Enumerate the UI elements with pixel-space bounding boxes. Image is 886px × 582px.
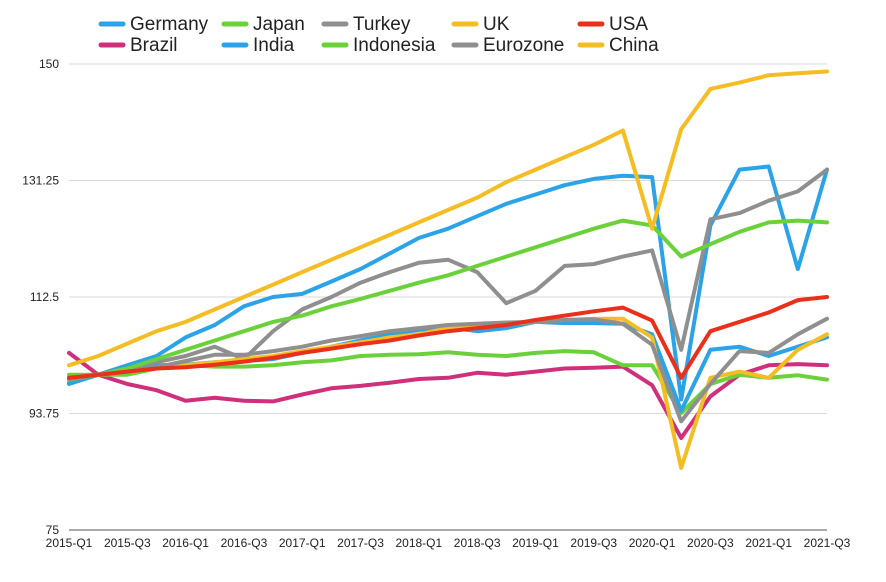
legend-label: India — [253, 35, 295, 56]
x-tick-label: 2019-Q3 — [570, 536, 617, 550]
legend-label: USA — [609, 14, 648, 35]
y-axis-tick-labels: 75 93.75 112.5 131.25 150 — [22, 57, 59, 537]
x-tick-label: 2016-Q1 — [162, 536, 209, 550]
series-line-germany — [67, 164, 829, 402]
legend-label: Japan — [253, 14, 305, 35]
x-tick-label: 2018-Q3 — [454, 536, 501, 550]
y-tick-label: 131.25 — [22, 174, 59, 188]
x-tick-label: 2015-Q3 — [104, 536, 151, 550]
x-tick-label: 2020-Q1 — [629, 536, 676, 550]
y-tick-label: 75 — [46, 523, 60, 537]
legend-item-china: China — [577, 35, 659, 56]
legend-item-brazil: Brazil — [98, 35, 178, 56]
legend-label: Germany — [130, 14, 209, 35]
series-line-eurozone — [67, 316, 829, 424]
x-axis-tick-labels: 2015-Q1 2015-Q3 2016-Q1 2016-Q3 2017-Q1 2017-… — [46, 536, 851, 550]
series-line-usa — [67, 295, 829, 380]
series-line-uk — [67, 316, 829, 470]
x-tick-label: 2017-Q1 — [279, 536, 326, 550]
series-line-indonesia — [67, 218, 829, 382]
x-tick-label: 2016-Q3 — [221, 536, 268, 550]
legend-item-japan: Japan — [221, 14, 305, 35]
series-lines — [67, 69, 829, 470]
legend-item-uk: UK — [451, 14, 510, 35]
legend-label: Turkey — [353, 14, 411, 35]
x-tick-label: 2017-Q3 — [337, 536, 384, 550]
x-tick-label: 2019-Q1 — [512, 536, 559, 550]
y-tick-label: 112.5 — [30, 290, 59, 304]
legend-label: China — [609, 35, 659, 56]
legend-label: UK — [483, 14, 510, 35]
legend-item-germany: Germany — [98, 14, 209, 35]
legend-label: Brazil — [130, 35, 178, 56]
legend-label: Eurozone — [483, 35, 564, 56]
x-tick-label: 2021-Q3 — [804, 536, 851, 550]
legend-item-indonesia: Indonesia — [321, 35, 436, 56]
x-tick-label: 2020-Q3 — [687, 536, 734, 550]
legend-label: Indonesia — [353, 35, 436, 56]
legend-item-india: India — [221, 35, 295, 56]
y-tick-label: 93.75 — [29, 407, 59, 421]
x-tick-label: 2018-Q1 — [395, 536, 442, 550]
legend-item-usa: USA — [577, 14, 648, 35]
y-tick-label: 150 — [39, 57, 59, 71]
x-tick-label: 2021-Q1 — [745, 536, 792, 550]
series-line-turkey — [67, 167, 829, 380]
series-line-china — [67, 69, 829, 368]
legend-item-turkey: Turkey — [321, 14, 411, 35]
legend-item-eurozone: Eurozone — [451, 35, 564, 56]
x-tick-label: 2015-Q1 — [46, 536, 93, 550]
gridlines — [69, 63, 827, 531]
